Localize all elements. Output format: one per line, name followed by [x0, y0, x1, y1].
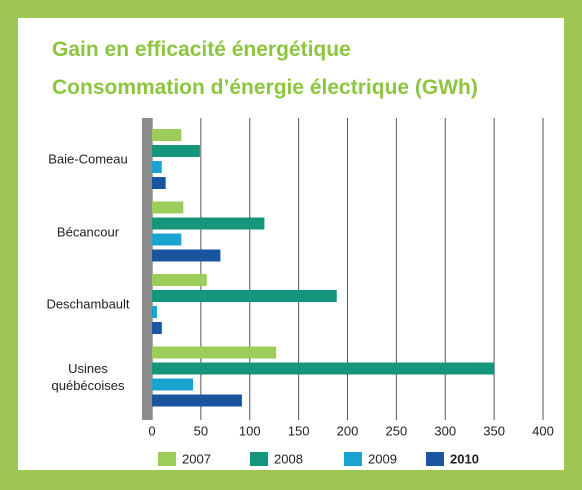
bar	[152, 378, 194, 391]
bar	[152, 217, 265, 230]
x-tick-label: 200	[337, 423, 359, 438]
legend-swatch	[250, 452, 268, 466]
legend-label: 2008	[274, 451, 303, 466]
bar	[152, 249, 221, 262]
legend-label: 2009	[368, 451, 397, 466]
y-tick-label: Usines québécoises	[51, 360, 125, 393]
y-tick-label: Deschambault	[46, 296, 130, 312]
x-tick-label: 100	[239, 423, 261, 438]
legend-swatch	[426, 452, 444, 466]
bar	[152, 129, 182, 141]
panel	[18, 18, 564, 470]
legend-label: 2007	[182, 451, 211, 466]
chart-title: Gain en efficacité énergétique	[52, 38, 351, 61]
bar	[152, 145, 200, 157]
chart-subtitle: Consommation d’énergie électrique (GWh)	[52, 76, 478, 99]
bar	[152, 274, 207, 286]
x-tick-label: 250	[386, 423, 408, 438]
legend-swatch	[158, 452, 176, 466]
y-tick-label: Baie-Comeau	[48, 151, 128, 167]
bar	[152, 394, 242, 407]
bar	[152, 306, 157, 318]
bar	[152, 290, 337, 302]
bar	[152, 362, 495, 375]
x-tick-label: 350	[483, 423, 505, 438]
bar	[152, 177, 166, 189]
bar	[152, 201, 184, 214]
bar	[152, 346, 277, 359]
x-tick-label: 0	[148, 423, 155, 438]
bar	[152, 233, 182, 246]
legend-swatch	[344, 452, 362, 466]
x-tick-label: 300	[434, 423, 456, 438]
y-tick-label: Bécancour	[56, 224, 120, 239]
legend-label: 2010	[450, 451, 479, 466]
x-tick-label: 150	[288, 423, 310, 438]
x-tick-label: 50	[194, 423, 208, 438]
bar	[152, 322, 162, 334]
bar	[152, 161, 162, 173]
axis-bar	[142, 118, 152, 420]
x-tick-label: 400	[532, 423, 554, 438]
